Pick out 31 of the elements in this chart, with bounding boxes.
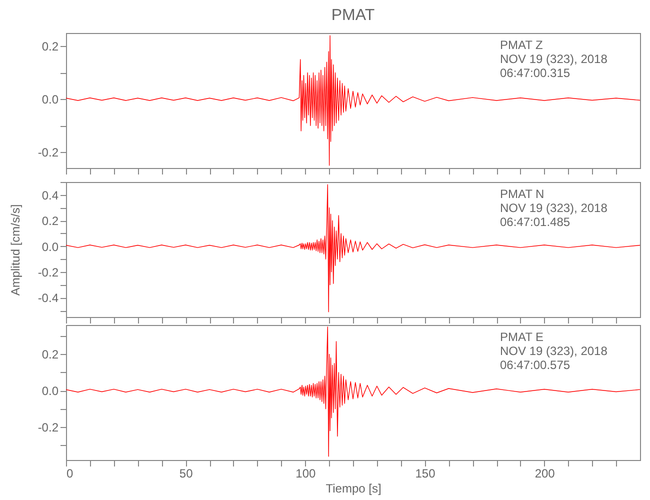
x-tick-label: 100 <box>296 466 316 480</box>
annotation: PMAT E <box>500 330 544 344</box>
y-tick-label: 0.2 <box>42 40 59 54</box>
y-axis-title: Amplitud [cm/s/s] <box>8 204 22 296</box>
annotation: PMAT Z <box>500 38 543 52</box>
y-tick-label: 0.4 <box>42 188 59 202</box>
annotation: NOV 19 (323), 2018 <box>500 201 608 215</box>
x-tick-label: 50 <box>179 466 194 480</box>
y-tick-label: -0.2 <box>38 146 59 160</box>
annotation: NOV 19 (323), 2018 <box>500 52 608 66</box>
line-series <box>66 184 640 312</box>
line-series <box>66 326 640 457</box>
x-axis-title: Tiempo [s] <box>326 482 382 496</box>
chart-title: PMAT <box>331 7 375 24</box>
y-tick-label: 0.2 <box>42 348 59 362</box>
x-tick-label: 150 <box>415 466 436 480</box>
y-tick-label: 0.2 <box>42 214 59 228</box>
x-tick-label: 200 <box>534 466 556 480</box>
annotation: PMAT N <box>500 187 544 201</box>
y-tick-label: 0.0 <box>42 240 59 254</box>
annotation: 06:47:00.575 <box>500 358 570 372</box>
y-tick-label: 0.0 <box>42 92 59 107</box>
annotation: NOV 19 (323), 2018 <box>500 344 608 358</box>
annotation: 06:47:00.315 <box>500 66 570 80</box>
x-tick-label: 0 <box>66 466 74 480</box>
y-tick-label: -0.2 <box>38 266 59 280</box>
annotation: 06:47:01.485 <box>500 215 570 229</box>
line-series <box>66 35 640 166</box>
y-tick-label: 0.0 <box>42 384 59 398</box>
y-tick-label: -0.4 <box>38 291 59 306</box>
y-tick-label: -0.2 <box>38 420 59 435</box>
